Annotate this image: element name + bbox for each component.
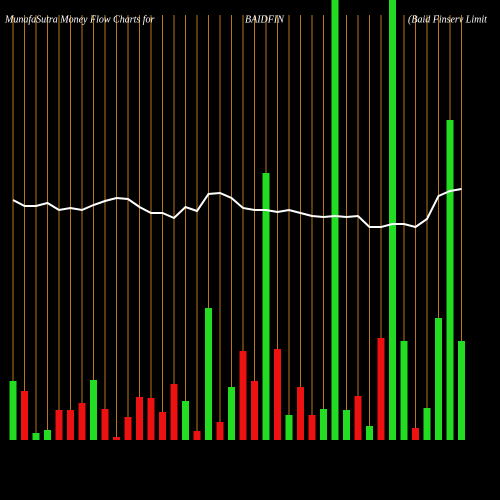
- bar: [21, 391, 28, 440]
- bar: [320, 409, 327, 440]
- bar: [147, 398, 155, 440]
- bar: [331, 0, 339, 440]
- symbol: BAIDFIN: [245, 14, 285, 25]
- bar: [170, 384, 178, 440]
- bar: [400, 341, 408, 440]
- bar: [377, 338, 385, 440]
- bar: [308, 415, 316, 440]
- bar: [435, 318, 442, 440]
- bar: [262, 173, 270, 440]
- bar: [159, 412, 166, 440]
- bar: [458, 341, 465, 440]
- bar: [101, 409, 109, 440]
- bar: [366, 426, 373, 440]
- bar: [9, 381, 17, 440]
- bar: [55, 410, 63, 440]
- bar: [228, 387, 235, 440]
- bar: [389, 0, 396, 440]
- bar: [113, 437, 120, 440]
- bar: [343, 410, 350, 440]
- bar: [216, 422, 224, 440]
- bar: [193, 431, 201, 440]
- bar: [32, 433, 40, 440]
- bar: [285, 415, 293, 440]
- bar: [251, 381, 258, 440]
- bar: [90, 380, 97, 440]
- bar: [182, 401, 189, 440]
- bar: [446, 120, 454, 440]
- bar: [136, 397, 143, 440]
- money-flow-line: [12, 188, 462, 229]
- bar: [67, 410, 74, 440]
- bar: [297, 387, 304, 440]
- bar: [239, 351, 247, 440]
- bar: [412, 428, 419, 440]
- bar: [124, 417, 132, 440]
- bar: [44, 430, 51, 440]
- bar: [78, 403, 86, 440]
- company: (Baid Finserv Limit: [408, 14, 487, 25]
- bar: [423, 408, 431, 440]
- chart-title: MunafaSutra Money Flow Charts for: [4, 14, 155, 25]
- bar: [205, 308, 212, 440]
- bar: [354, 396, 362, 440]
- bar: [274, 349, 281, 440]
